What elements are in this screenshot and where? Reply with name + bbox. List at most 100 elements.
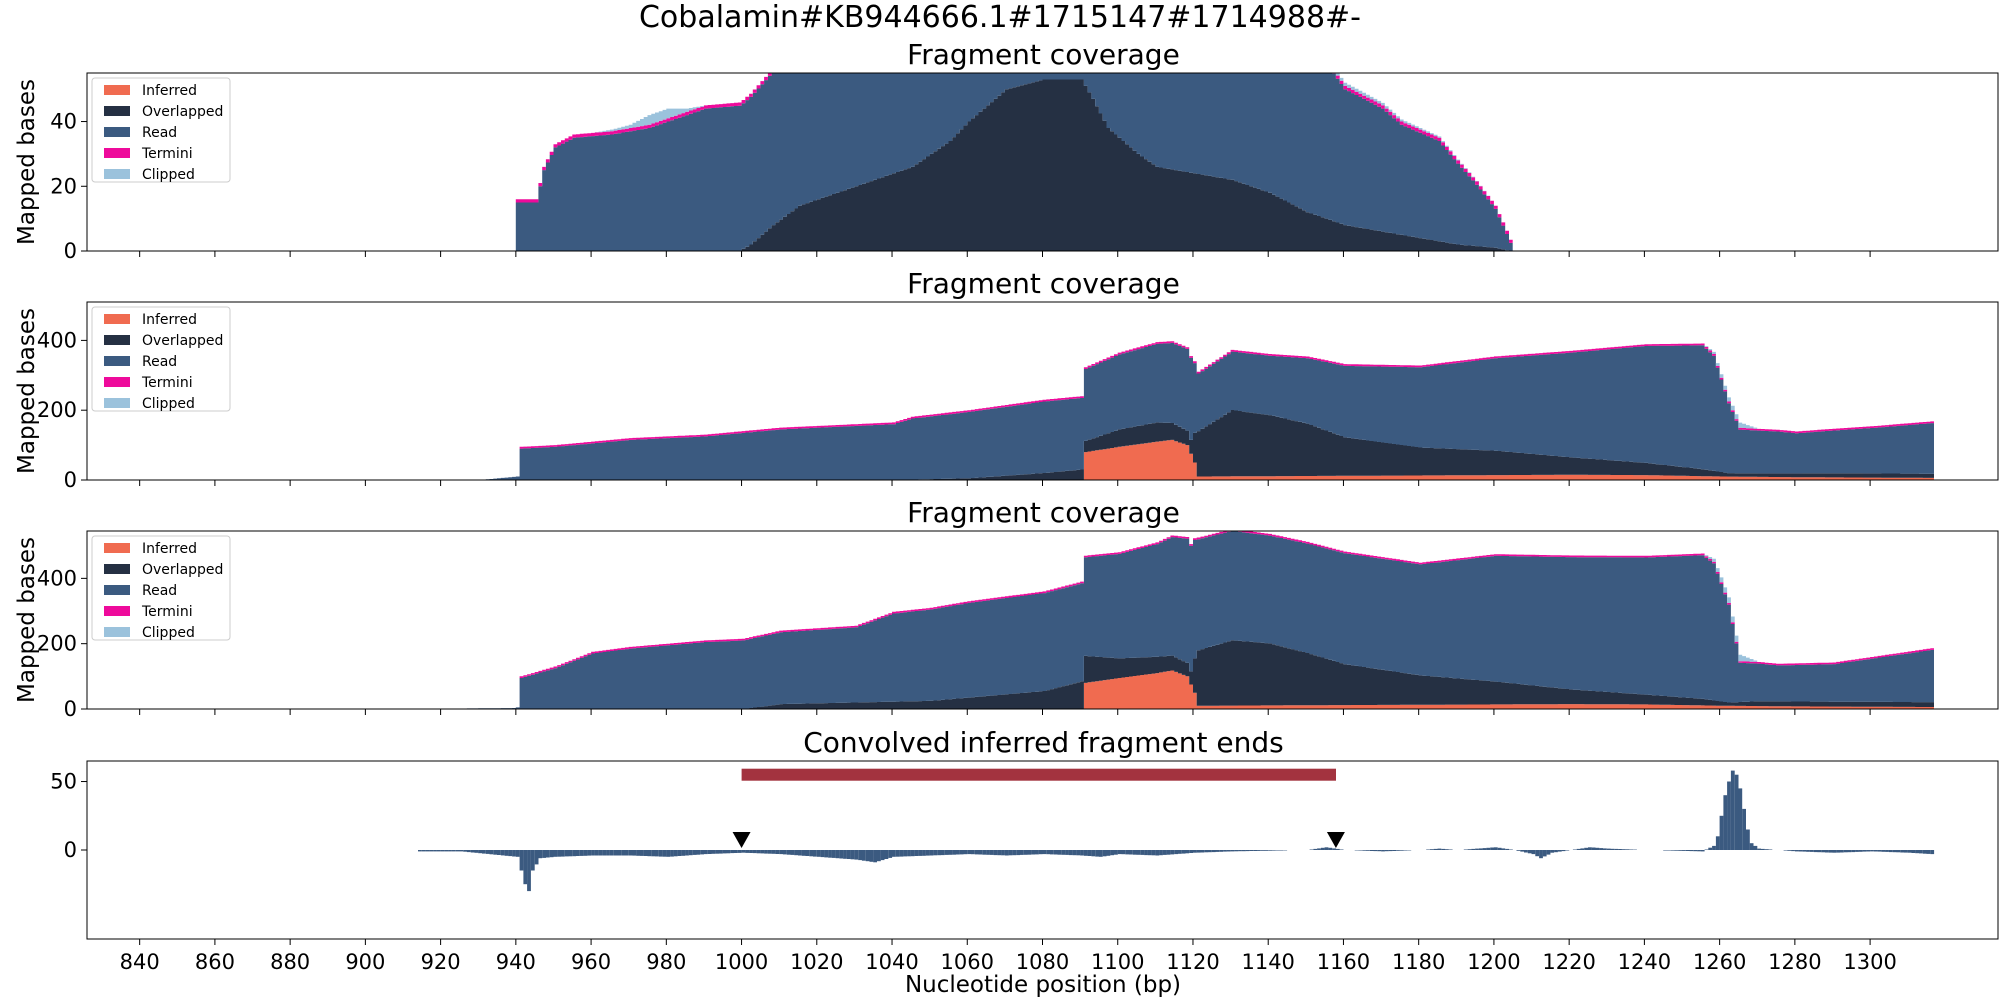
- bar: [760, 850, 765, 854]
- bar: [568, 850, 573, 857]
- bar: [1219, 850, 1224, 852]
- bar: [1900, 850, 1904, 853]
- bar: [843, 850, 847, 859]
- bar: [1358, 850, 1363, 851]
- bar: [1685, 850, 1690, 851]
- x-tick-label: 1260: [1693, 950, 1746, 974]
- bar: [993, 850, 998, 856]
- bar: [527, 850, 531, 892]
- bar: [1746, 829, 1750, 850]
- bar: [1151, 850, 1156, 856]
- bar: [918, 850, 923, 856]
- y-tick-label: 40: [50, 110, 77, 134]
- bar: [873, 850, 877, 863]
- bar: [688, 850, 693, 856]
- bar: [892, 850, 896, 857]
- bar: [1320, 847, 1325, 850]
- legend-label-read: Read: [142, 583, 177, 599]
- bar: [1546, 850, 1551, 855]
- bar: [1527, 850, 1532, 854]
- bar: [1023, 850, 1028, 855]
- legend-label-termini: Termini: [141, 146, 193, 162]
- bar: [937, 850, 941, 856]
- bar: [455, 850, 460, 852]
- legend-label-overlapped: Overlapped: [142, 104, 223, 120]
- bar: [658, 850, 663, 857]
- series-inferred: [1072, 439, 1934, 480]
- bar: [884, 850, 889, 859]
- bar: [1531, 850, 1536, 855]
- bar: [1791, 850, 1795, 852]
- bar: [997, 850, 1002, 856]
- bar: [771, 850, 776, 854]
- bar: [1196, 850, 1201, 853]
- bar: [1241, 850, 1246, 852]
- bar: [557, 850, 561, 857]
- bar: [1332, 848, 1336, 850]
- panel-4: 0 50 840 860 880 900 920 940 960 980 1000 1020 1040 1…: [50, 726, 1999, 974]
- x-tick-label: 1100: [1091, 950, 1144, 974]
- plot-area: [478, 341, 1935, 480]
- bar: [1832, 850, 1837, 853]
- bar: [1177, 850, 1182, 854]
- bar: [466, 850, 471, 853]
- bar: [1471, 848, 1476, 850]
- bar: [767, 850, 772, 854]
- panel-title: Fragment coverage: [907, 38, 1180, 71]
- bar: [1663, 850, 1667, 851]
- bar: [1486, 847, 1491, 850]
- bar: [779, 850, 783, 855]
- panel-title: Fragment coverage: [907, 496, 1180, 529]
- bar: [436, 850, 441, 852]
- bar: [1870, 850, 1874, 852]
- bar: [1825, 850, 1829, 853]
- bar: [933, 850, 938, 856]
- bar: [1603, 848, 1607, 850]
- y-tick-label: 50: [50, 770, 77, 794]
- bar: [764, 850, 768, 854]
- x-tick-label: 920: [421, 950, 461, 974]
- bar: [1813, 850, 1818, 853]
- bar: [1557, 850, 1562, 852]
- bar: [1426, 849, 1430, 850]
- bar: [1095, 850, 1099, 857]
- bar: [1753, 845, 1758, 850]
- bar: [561, 850, 565, 857]
- bar: [824, 850, 829, 858]
- bar: [444, 850, 449, 852]
- bar: [429, 850, 434, 852]
- x-tick-label: 1160: [1317, 950, 1370, 974]
- bar: [1580, 848, 1585, 850]
- bar: [1764, 849, 1769, 850]
- y-tick-label: 20: [50, 174, 77, 198]
- bar: [1046, 850, 1051, 855]
- bar: [636, 850, 640, 856]
- legend-swatch-termini: [104, 377, 130, 387]
- bar: [1249, 850, 1254, 851]
- bar: [1595, 847, 1600, 850]
- bar: [1448, 849, 1453, 850]
- bar: [1877, 850, 1882, 852]
- bar: [1629, 849, 1634, 850]
- bar: [1888, 850, 1893, 853]
- bar: [813, 850, 817, 857]
- bar: [956, 850, 960, 855]
- bar: [418, 850, 422, 852]
- bar: [1335, 848, 1340, 850]
- bar: [534, 850, 539, 865]
- bar: [922, 850, 926, 856]
- bar: [1272, 850, 1276, 851]
- bar: [583, 850, 588, 856]
- bar: [1475, 848, 1479, 850]
- bar: [1189, 850, 1193, 853]
- bar: [1260, 850, 1265, 851]
- y-tick-label: 400: [37, 328, 77, 352]
- bar: [846, 850, 851, 859]
- bar: [828, 850, 832, 858]
- bar: [861, 850, 866, 861]
- bar: [730, 850, 735, 854]
- series-read: [512, 73, 1517, 251]
- bar: [1042, 850, 1047, 855]
- bar: [809, 850, 814, 857]
- bar: [1437, 848, 1442, 850]
